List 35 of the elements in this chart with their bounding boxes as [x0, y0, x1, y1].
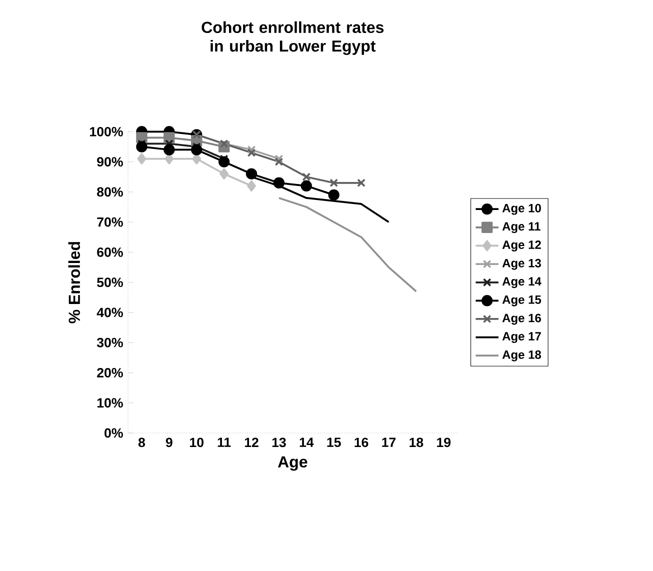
x-tick-label: 11	[218, 438, 231, 447]
x-tick-label: 15	[327, 438, 341, 448]
legend-label: Age 14	[502, 277, 542, 288]
y-tick-label: 40%	[96, 308, 123, 318]
x-tick-label: 10	[190, 438, 204, 448]
legend-label: Age 16	[502, 314, 541, 325]
y-tick-label: 90%	[97, 157, 123, 167]
y-tick-label: 10%	[97, 398, 123, 408]
legend-label: Age 18	[502, 350, 542, 362]
legend-label: Age 13	[502, 258, 541, 270]
x-tick-label: 18	[410, 438, 424, 448]
legend-label: Age 12	[502, 240, 541, 252]
x-tick-label: 9	[166, 438, 172, 448]
x-tick-label: 19	[437, 438, 451, 448]
y-tick-label: 30%	[96, 338, 123, 348]
y-tick-label: 70%	[97, 217, 123, 227]
y-tick-label: 20%	[97, 368, 123, 378]
y-tick-label: 50%	[97, 278, 123, 288]
y-tick-label: 80%	[97, 187, 123, 197]
x-tick-label: 8	[138, 438, 146, 448]
legend-label: Age 17	[502, 332, 541, 343]
y-tick-label: 60%	[97, 247, 123, 257]
chart-title: Cohort enrollment rates in urban Lower Egypt	[202, 21, 384, 55]
y-axis-title: % Enrolled	[68, 242, 80, 324]
x-tick-label: 13	[272, 438, 286, 448]
x-axis-title: Age	[278, 456, 308, 471]
y-tick-label: 0%	[104, 428, 123, 438]
legend-label: Age 11	[502, 222, 540, 234]
legend-label: Age 15	[502, 296, 542, 306]
x-tick-label: 14	[300, 438, 314, 447]
x-tick-label: 16	[354, 438, 368, 448]
y-tick-label: 100%	[90, 126, 123, 136]
legend-label: Age 10	[502, 204, 541, 215]
x-tick-label: 17	[382, 438, 396, 447]
x-tick-label: 12	[244, 438, 258, 448]
